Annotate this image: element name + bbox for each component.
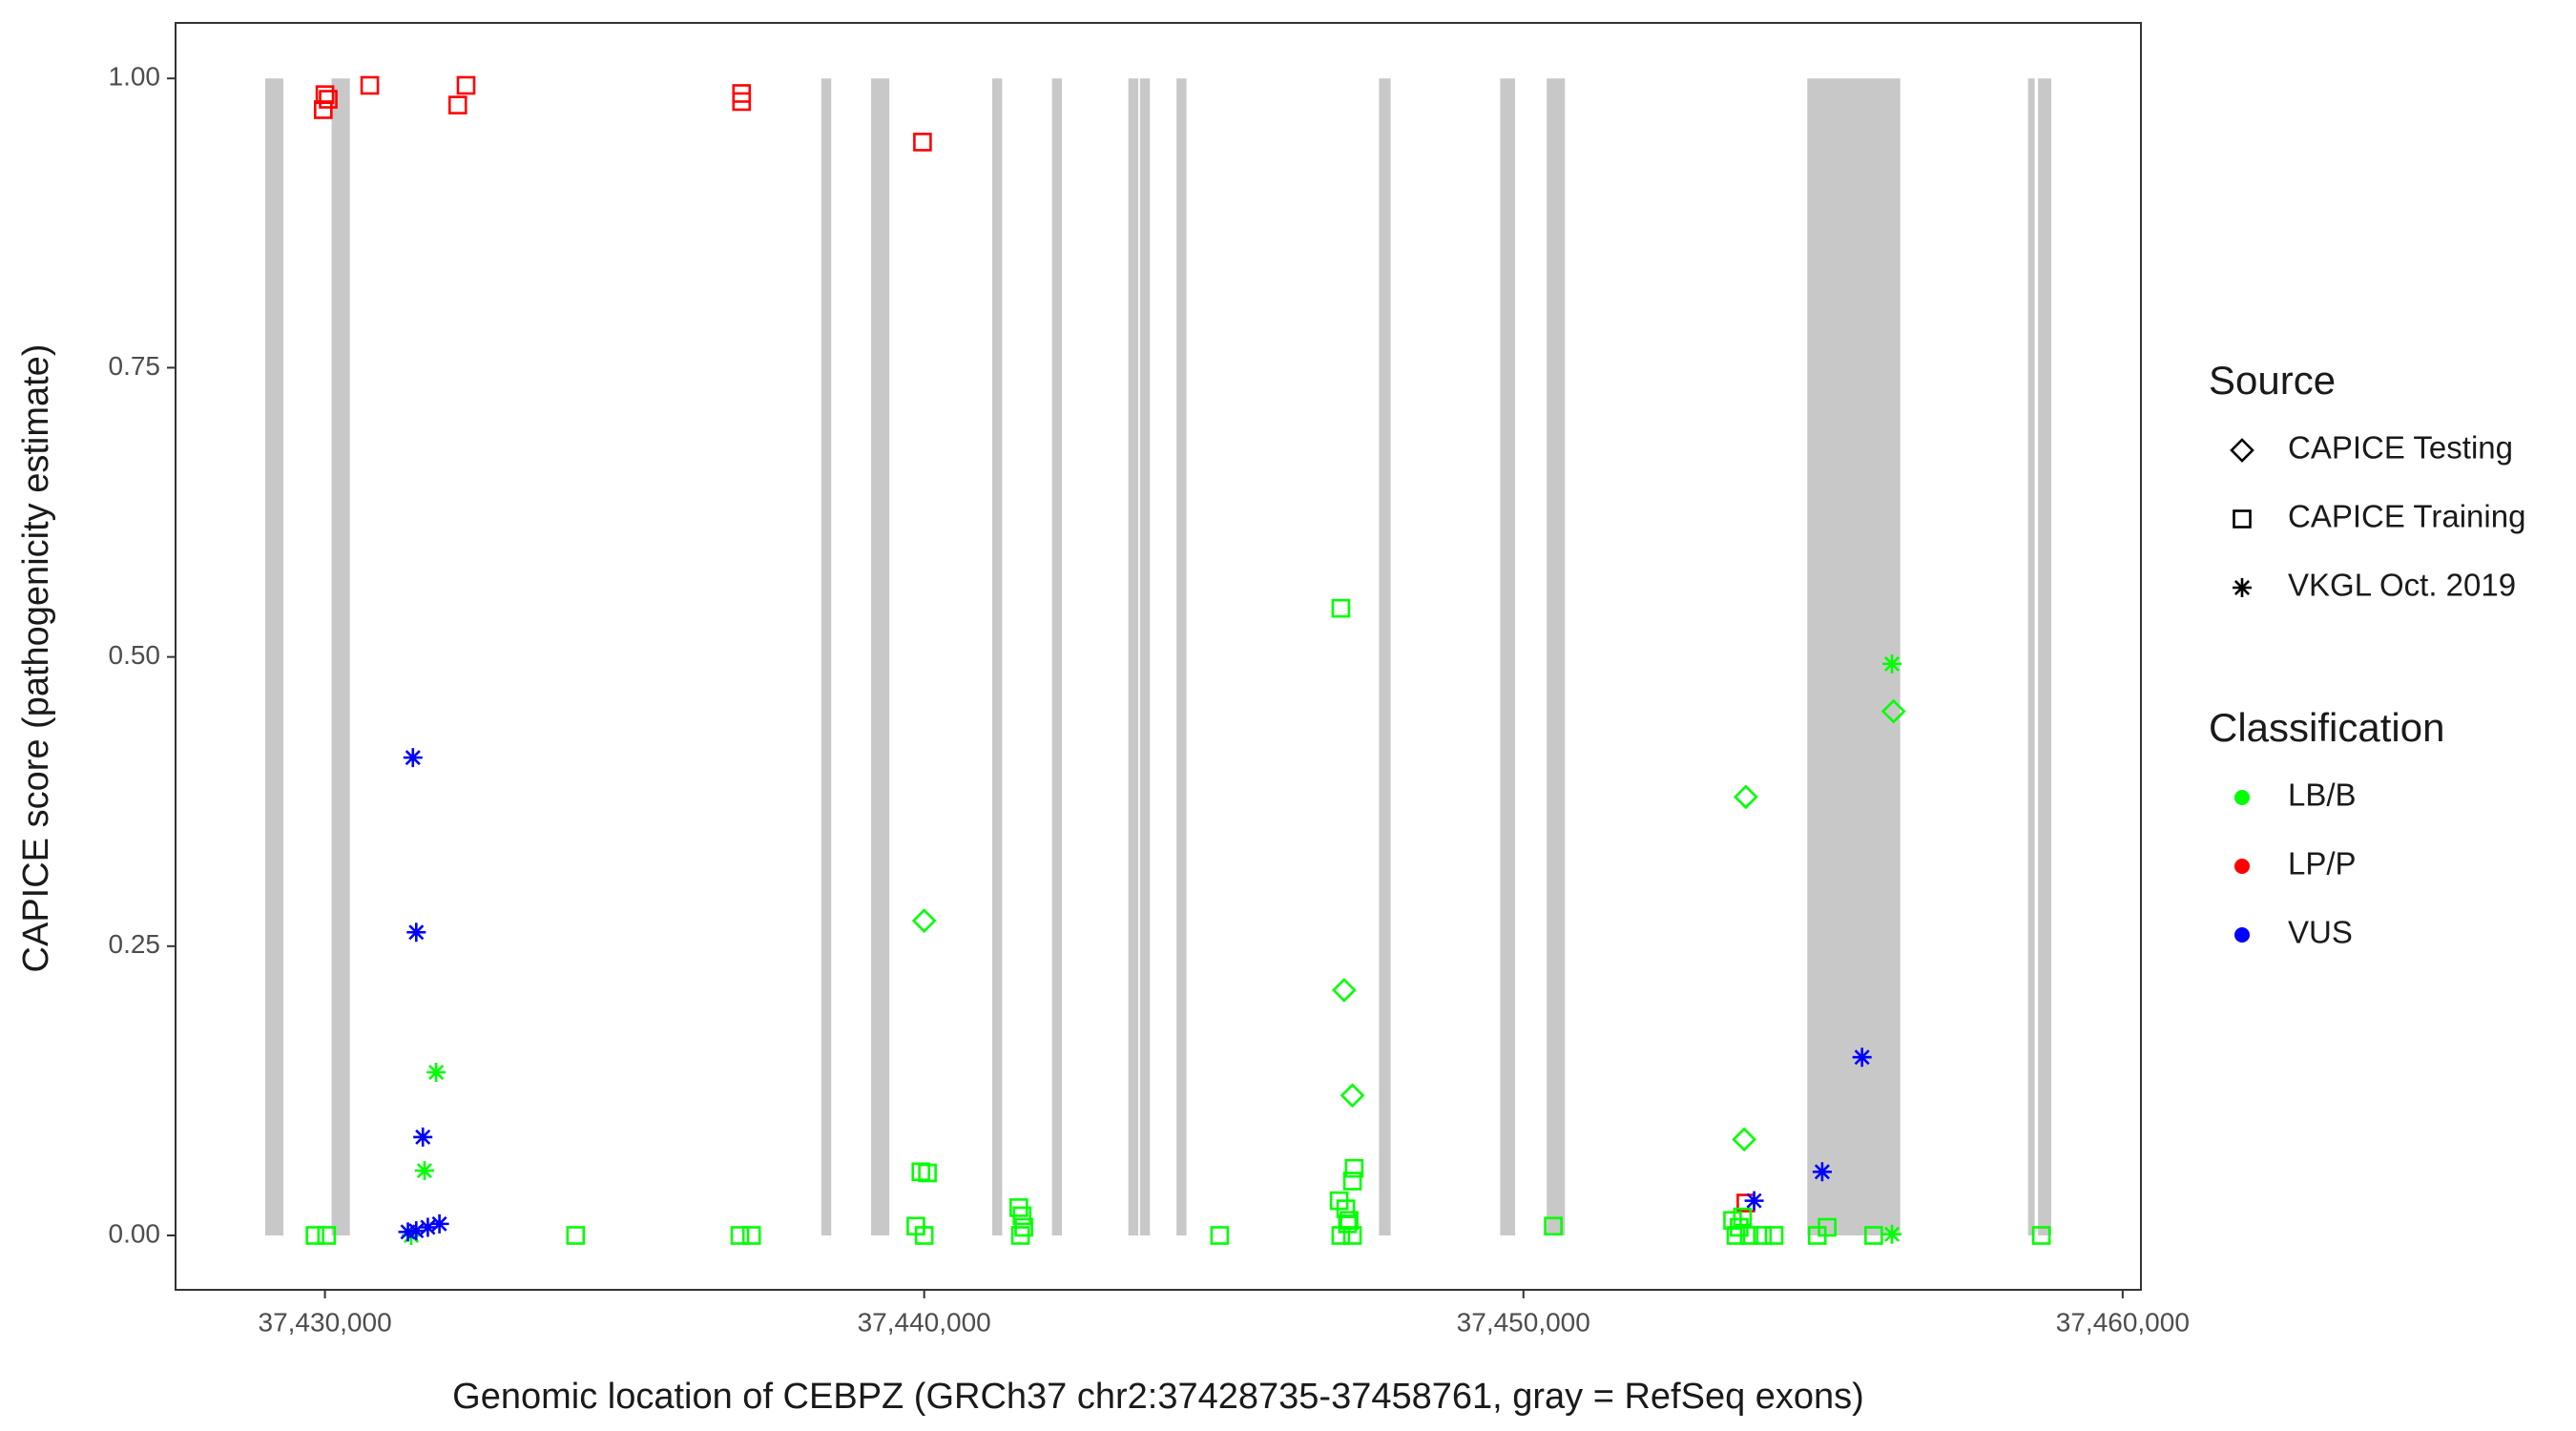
point	[403, 748, 423, 768]
legend-symbol	[2233, 509, 2252, 529]
y-tick-label: 0.25	[109, 929, 161, 959]
point	[456, 75, 476, 95]
exon	[1547, 78, 1566, 1235]
point	[730, 1226, 750, 1245]
point	[1012, 1206, 1032, 1226]
x-axis-title: Genomic location of CEBPZ (GRCh37 chr2:3…	[452, 1377, 1864, 1417]
point	[447, 95, 467, 114]
point	[418, 1217, 438, 1237]
point	[1342, 1226, 1362, 1245]
point	[317, 1226, 337, 1245]
exon	[2038, 78, 2052, 1235]
point	[1882, 1224, 1902, 1244]
point	[1734, 784, 1758, 810]
exon	[1128, 78, 1139, 1235]
x-tick-label: 37,430,000	[259, 1307, 392, 1337]
point	[1733, 1207, 1753, 1227]
legend-title: Classification	[2209, 705, 2444, 750]
legend-symbol	[2234, 859, 2250, 874]
legend-label: LB/B	[2288, 778, 2357, 813]
point	[913, 133, 932, 152]
point	[1882, 653, 1902, 674]
x-tick-label: 37,450,000	[1457, 1307, 1590, 1337]
point	[1812, 1162, 1832, 1182]
point	[426, 1063, 447, 1082]
legend-label: CAPICE Training	[2288, 499, 2525, 534]
point	[1331, 598, 1351, 618]
point	[1732, 1127, 1756, 1152]
exon	[1500, 78, 1516, 1235]
legend-label: VUS	[2288, 915, 2353, 950]
point	[305, 1226, 324, 1245]
exon	[1379, 78, 1391, 1235]
point	[406, 923, 426, 943]
exon	[1176, 78, 1187, 1235]
point	[1338, 1214, 1358, 1234]
point	[429, 1213, 449, 1234]
point	[732, 92, 752, 112]
y-axis-title: CAPICE score (pathogenicity estimate)	[16, 344, 56, 973]
exon	[821, 78, 832, 1235]
point	[1818, 1217, 1837, 1237]
point	[1753, 1226, 1773, 1245]
point	[918, 1163, 937, 1183]
point	[1544, 1216, 1563, 1236]
point	[360, 75, 380, 95]
exon	[2027, 78, 2035, 1235]
x-tick-label: 37,460,000	[2056, 1307, 2190, 1337]
point	[1210, 1226, 1230, 1245]
point	[1744, 1191, 1764, 1211]
legend-label: VKGL Oct. 2019	[2288, 568, 2516, 603]
legend-label: CAPICE Testing	[2288, 430, 2513, 466]
legend-symbol	[2234, 927, 2250, 943]
point	[1344, 1158, 1364, 1178]
point	[1739, 1226, 1759, 1245]
point	[1340, 1083, 1365, 1109]
exon	[1051, 78, 1063, 1235]
point	[914, 1226, 934, 1245]
point	[406, 1221, 426, 1241]
exon	[871, 78, 890, 1235]
point	[741, 1226, 761, 1245]
legend-symbol	[2230, 438, 2254, 463]
legend-symbol	[2233, 578, 2252, 597]
point	[2031, 1226, 2051, 1245]
exon	[1807, 78, 1901, 1235]
point	[1331, 1226, 1351, 1245]
legend-symbol	[2234, 790, 2250, 805]
point	[566, 1226, 586, 1245]
point	[413, 1127, 433, 1147]
plot-border	[175, 22, 2142, 1291]
point	[911, 908, 937, 933]
point	[414, 1161, 434, 1181]
exon	[1139, 78, 1151, 1235]
point	[1852, 1047, 1872, 1068]
point	[1880, 698, 1906, 724]
exon	[992, 78, 1003, 1235]
point	[1010, 1226, 1030, 1245]
point	[1726, 1226, 1746, 1245]
point	[319, 90, 338, 109]
x-tick-label: 37,440,000	[858, 1307, 991, 1337]
legend-label: LP/P	[2288, 846, 2357, 881]
point	[1342, 1172, 1362, 1191]
point	[315, 85, 335, 104]
y-tick-label: 0.00	[109, 1218, 161, 1248]
exon	[331, 78, 350, 1235]
point	[1864, 1226, 1883, 1245]
y-tick-label: 0.75	[109, 351, 161, 381]
y-tick-label: 0.50	[109, 640, 161, 670]
y-tick-label: 1.00	[109, 62, 161, 92]
point	[1331, 978, 1357, 1003]
point	[1764, 1226, 1784, 1245]
legend-title: Source	[2209, 358, 2336, 403]
exon	[264, 78, 284, 1235]
